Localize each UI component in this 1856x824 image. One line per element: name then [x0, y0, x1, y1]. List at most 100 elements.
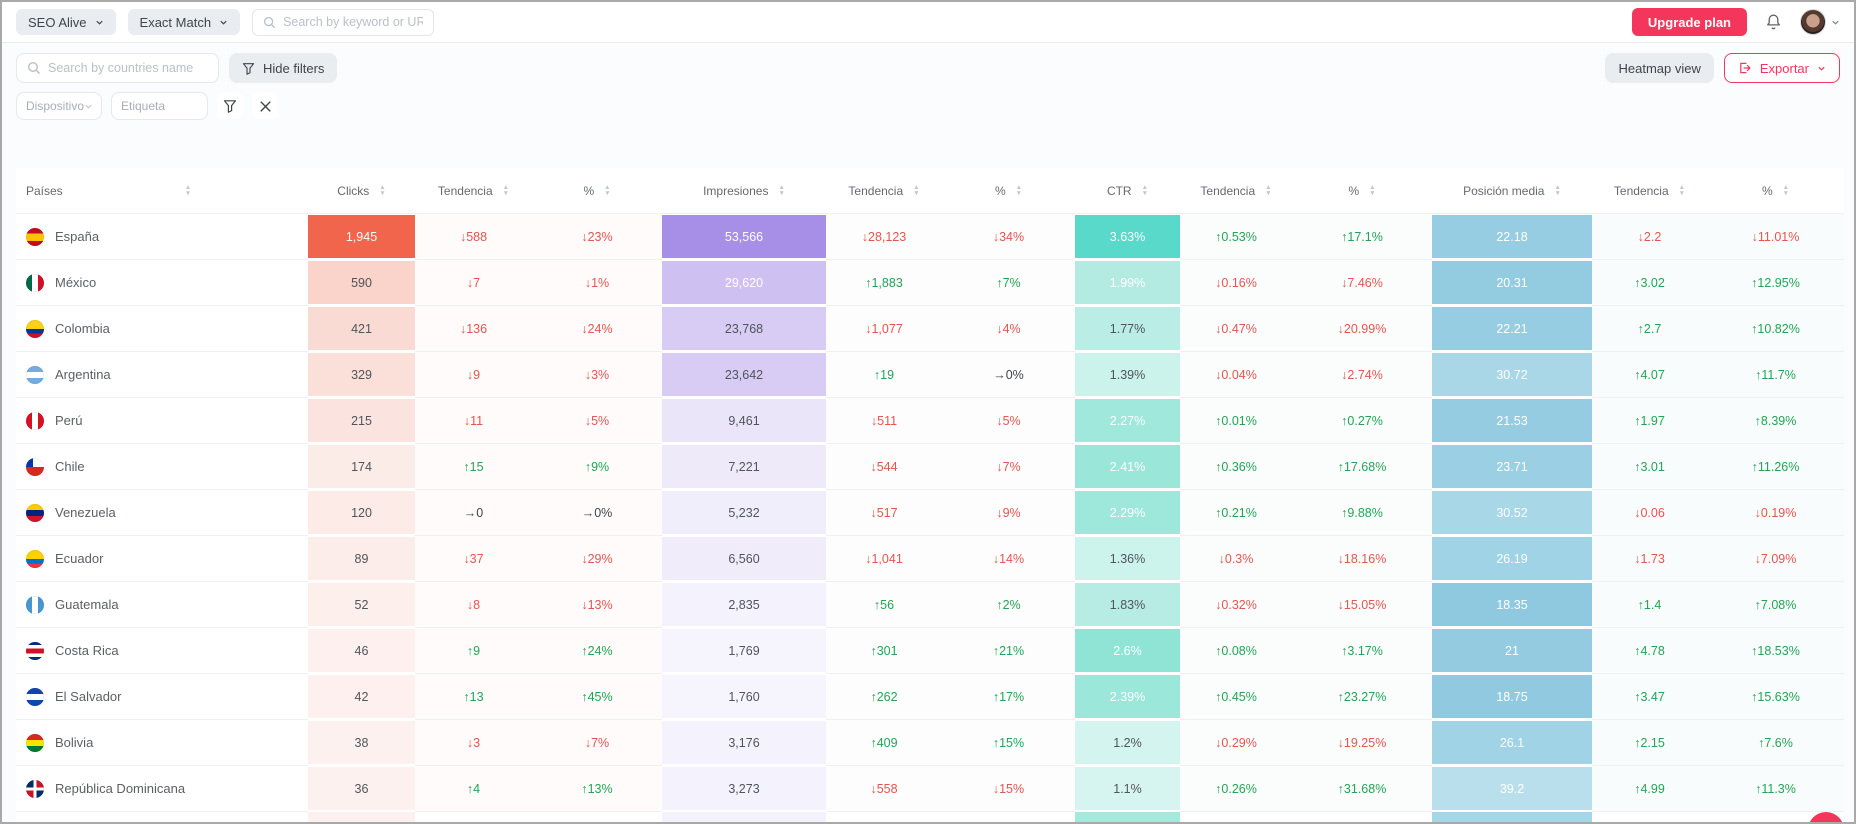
trend-cell: ↑9%	[532, 444, 662, 490]
trend-cell: ↑11.7%	[1707, 352, 1844, 398]
trend-cell: ↓13%	[532, 582, 662, 628]
pe-flag-icon	[26, 411, 44, 430]
trend-cell: ↓1%	[532, 260, 662, 306]
country-cell: Venezuela	[16, 490, 308, 536]
heatmap-cell: 3.63%	[1075, 214, 1180, 260]
heatmap-value: 1.2%	[1075, 721, 1180, 764]
heatmap-value: 52	[308, 583, 415, 626]
column-header-impresiones[interactable]: Impresiones ▲ ▼	[662, 168, 826, 214]
trend-cell: ↓7	[415, 260, 532, 306]
country-search	[16, 53, 219, 83]
heatmap-cell	[415, 812, 532, 822]
hide-filters-label: Hide filters	[263, 60, 325, 76]
column-header-tendencia[interactable]: Tendencia ▲ ▼	[415, 168, 532, 214]
column-header--[interactable]: % ▲ ▼	[532, 168, 662, 214]
heatmap-cell: 2.39%	[1075, 674, 1180, 720]
trend-cell: ↑7%	[942, 260, 1075, 306]
country-search-input[interactable]	[48, 61, 208, 75]
heatmap-cell: 30.52	[1432, 490, 1592, 536]
country-cell: Ecuador	[16, 536, 308, 582]
notifications-button[interactable]	[1765, 13, 1782, 31]
table-row: República Dominicana 36 ↑4 ↑13% 3,273 ↓558 ↓15…	[16, 766, 1844, 812]
heatmap-cell	[826, 812, 942, 822]
column-header-ctr[interactable]: CTR ▲ ▼	[1075, 168, 1180, 214]
heatmap-cell	[1075, 812, 1180, 822]
column-header-tendencia[interactable]: Tendencia ▲ ▼	[1180, 168, 1292, 214]
heatmap-cell: 3,176	[662, 720, 826, 766]
column-header-posici-n-media[interactable]: Posición media ▲ ▼	[1432, 168, 1592, 214]
ve-flag-icon	[26, 503, 44, 522]
column-header-label: %	[1348, 183, 1360, 198]
trend-cell: ↑8.39%	[1707, 398, 1844, 444]
apply-filters-button[interactable]	[217, 93, 243, 119]
heatmap-cell: 6,560	[662, 536, 826, 582]
heatmap-cell: 21.53	[1432, 398, 1592, 444]
table-row: México 590 ↓7 ↓1% 29,620 ↑1,883 ↑7% 1.99% ↓0.16%…	[16, 260, 1844, 306]
tag-filter-input[interactable]	[111, 92, 208, 120]
device-filter-select[interactable]: Dispositivo	[16, 92, 102, 120]
table-row: Ecuador 89 ↓37 ↓29% 6,560 ↓1,041 ↓14% 1.36% ↓0.3…	[16, 536, 1844, 582]
heatmap-value: 21	[1432, 629, 1592, 672]
clear-filters-button[interactable]	[252, 93, 278, 119]
trend-cell: ↓3%	[532, 352, 662, 398]
trend-cell: ↑0.01%	[1180, 398, 1292, 444]
match-mode-selector[interactable]: Exact Match	[127, 9, 241, 35]
hide-filters-button[interactable]: Hide filters	[229, 53, 338, 83]
trend-cell: ↑15.63%	[1707, 674, 1844, 720]
upgrade-plan-button[interactable]: Upgrade plan	[1631, 8, 1747, 36]
trend-cell: ↓7.46%	[1292, 260, 1432, 306]
search-icon	[27, 61, 41, 75]
column-header-tendencia[interactable]: Tendencia ▲ ▼	[1592, 168, 1707, 214]
heatmap-cell: 2.27%	[1075, 398, 1180, 444]
heatmap-cell: 23.71	[1432, 444, 1592, 490]
heatmap-value: 30.52	[1432, 491, 1592, 534]
trend-cell: ↑0.21%	[1180, 490, 1292, 536]
trend-cell: →0	[415, 490, 532, 536]
column-header-tendencia[interactable]: Tendencia ▲ ▼	[826, 168, 942, 214]
countries-table: Países ▲ ▼ Clicks ▲ ▼ Tendencia ▲ ▼% ▲ ▼ Impresione…	[16, 168, 1844, 822]
trend-cell: ↑301	[826, 628, 942, 674]
country-cell: México	[16, 260, 308, 306]
column-header--[interactable]: % ▲ ▼	[1707, 168, 1844, 214]
trend-cell: ↓8	[415, 582, 532, 628]
sort-icon: ▲ ▼	[1141, 184, 1149, 197]
heatmap-cell: 1,760	[662, 674, 826, 720]
keyword-search-input[interactable]	[283, 15, 424, 29]
trend-cell: ↑3.02	[1592, 260, 1707, 306]
country-name: Costa Rica	[55, 643, 119, 658]
ar-flag-icon	[26, 365, 44, 384]
country-cell: República Dominicana	[16, 766, 308, 812]
trend-cell: ↓2.2	[1592, 214, 1707, 260]
trend-cell: ↓0.16%	[1180, 260, 1292, 306]
chevron-down-icon	[1832, 20, 1839, 25]
export-button[interactable]: Exportar	[1723, 53, 1840, 83]
floating-action-button[interactable]	[1808, 812, 1844, 822]
country-name: Ecuador	[55, 551, 104, 566]
heatmap-view-button[interactable]: Heatmap view	[1605, 53, 1714, 83]
column-header-clicks[interactable]: Clicks ▲ ▼	[308, 168, 415, 214]
heatmap-value: 1.39%	[1075, 353, 1180, 396]
trend-cell: ↓37	[415, 536, 532, 582]
heatmap-value: 1.99%	[1075, 261, 1180, 304]
trend-cell: ↓1.73	[1592, 536, 1707, 582]
trend-cell: ↓517	[826, 490, 942, 536]
column-header-label: Tendencia	[437, 183, 493, 198]
heatmap-cell: 590	[308, 260, 415, 306]
column-header-pa-ses[interactable]: Países ▲ ▼	[16, 168, 308, 214]
heatmap-value: 30.72	[1432, 353, 1592, 396]
project-selector[interactable]: SEO Alive	[16, 9, 116, 35]
trend-cell: ↓0.29%	[1180, 720, 1292, 766]
table-toolbar: Hide filters Heatmap view Exportar	[2, 43, 1854, 83]
heatmap-cell: 9,461	[662, 398, 826, 444]
heatmap-value: 590	[308, 261, 415, 304]
column-header--[interactable]: % ▲ ▼	[942, 168, 1075, 214]
user-menu[interactable]	[1800, 9, 1840, 35]
heatmap-value: 22.18	[1432, 215, 1592, 258]
close-icon	[259, 100, 271, 112]
trend-cell: ↓9%	[942, 490, 1075, 536]
table-row: Colombia 421 ↓136 ↓24% 23,768 ↓1,077 ↓4% 1.77% ↓…	[16, 306, 1844, 352]
avatar	[1800, 9, 1826, 35]
country-name: Venezuela	[55, 505, 116, 520]
column-header-label: Tendencia	[848, 183, 904, 198]
column-header--[interactable]: % ▲ ▼	[1292, 168, 1432, 214]
